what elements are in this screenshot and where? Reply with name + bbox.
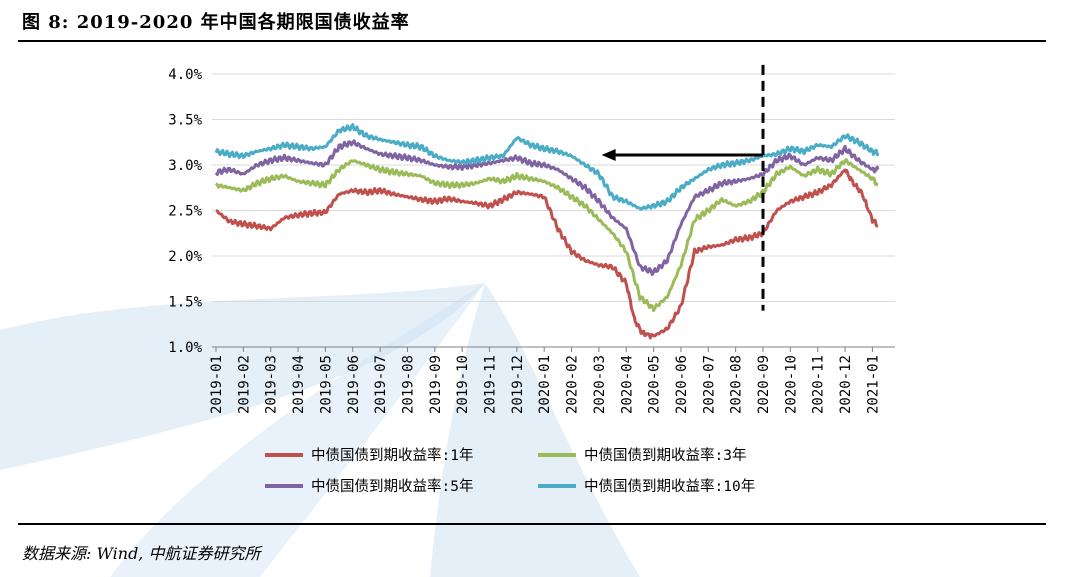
figure-title: 图 8: 2019-2020 年中国各期限国债收益率 — [22, 12, 410, 33]
x-tick-label: 2020-06 — [674, 355, 690, 414]
x-tick-label: 2020-11 — [811, 355, 827, 414]
y-axis-ticks: 1.0% 1.5% 2.0% 2.5% 3.0% 3.5% 4.0% — [168, 67, 202, 356]
y-tick-label: 2.0% — [168, 249, 202, 265]
legend-label-0: 中债国债到期收益率:1年 — [311, 447, 473, 464]
y-tick-label: 4.0% — [168, 67, 202, 83]
x-tick-label: 2020-01 — [537, 355, 553, 414]
x-axis: 2019-01 2019-02 2019-03 2019-04 2019-05 2019-… — [209, 346, 895, 414]
x-tick-label: 2019-10 — [455, 355, 471, 414]
y-tick-label: 1.0% — [168, 340, 202, 356]
x-tick-label: 2019-05 — [318, 355, 334, 414]
series-line-0 — [215, 168, 879, 340]
x-tick-label: 2019-06 — [346, 355, 362, 414]
watermark-tail — [110, 283, 485, 577]
x-tick-label: 2019-04 — [291, 355, 307, 414]
x-tick-label: 2020-03 — [592, 355, 608, 414]
x-tick-label: 2020-08 — [729, 355, 745, 414]
y-tick-label: 1.5% — [168, 295, 202, 311]
grid-lines — [212, 73, 895, 302]
x-tick-label: 2019-09 — [428, 355, 444, 414]
x-tick-label: 2020-09 — [756, 355, 772, 414]
x-tick-label: 2019-03 — [264, 355, 280, 414]
series-lines — [214, 123, 880, 340]
x-tick-label: 2019-11 — [483, 355, 499, 414]
y-tick-label: 3.5% — [168, 113, 202, 129]
y-tick-label: 3.0% — [168, 158, 202, 174]
x-tick-label: 2019-07 — [373, 355, 389, 414]
annotations — [601, 64, 765, 311]
bottom-rule — [18, 523, 1046, 525]
x-tick-label: 2019-08 — [400, 355, 416, 414]
series-line-2 — [214, 139, 880, 276]
watermark-wing-right — [430, 283, 640, 577]
x-tick-label: 2020-04 — [619, 355, 635, 414]
legend-label-1: 中债国债到期收益率:3年 — [584, 447, 746, 464]
x-tick-label: 2020-02 — [565, 355, 581, 414]
x-tick-label: 2020-07 — [701, 355, 717, 414]
x-tick-label: 2021-01 — [865, 355, 881, 414]
source-note: 数据来源: Wind, 中航证券研究所 — [22, 544, 261, 563]
x-tick-label: 2020-10 — [783, 355, 799, 414]
legend-label-2: 中债国债到期收益率:5年 — [311, 478, 473, 495]
watermark-wing-left — [0, 283, 485, 470]
y-tick-label: 2.5% — [168, 204, 202, 220]
x-tick-label: 2019-02 — [236, 355, 252, 414]
x-tick-label: 2019-12 — [510, 355, 526, 414]
top-rule — [18, 40, 1046, 42]
legend-label-3: 中债国债到期收益率:10年 — [584, 478, 755, 495]
x-tick-label: 2020-12 — [838, 355, 854, 414]
series-line-3 — [214, 123, 880, 211]
series-line-1 — [214, 158, 879, 312]
x-tick-label: 2020-05 — [647, 355, 663, 414]
annotation-arrow-head — [601, 148, 616, 161]
x-tick-label: 2019-01 — [209, 355, 225, 414]
